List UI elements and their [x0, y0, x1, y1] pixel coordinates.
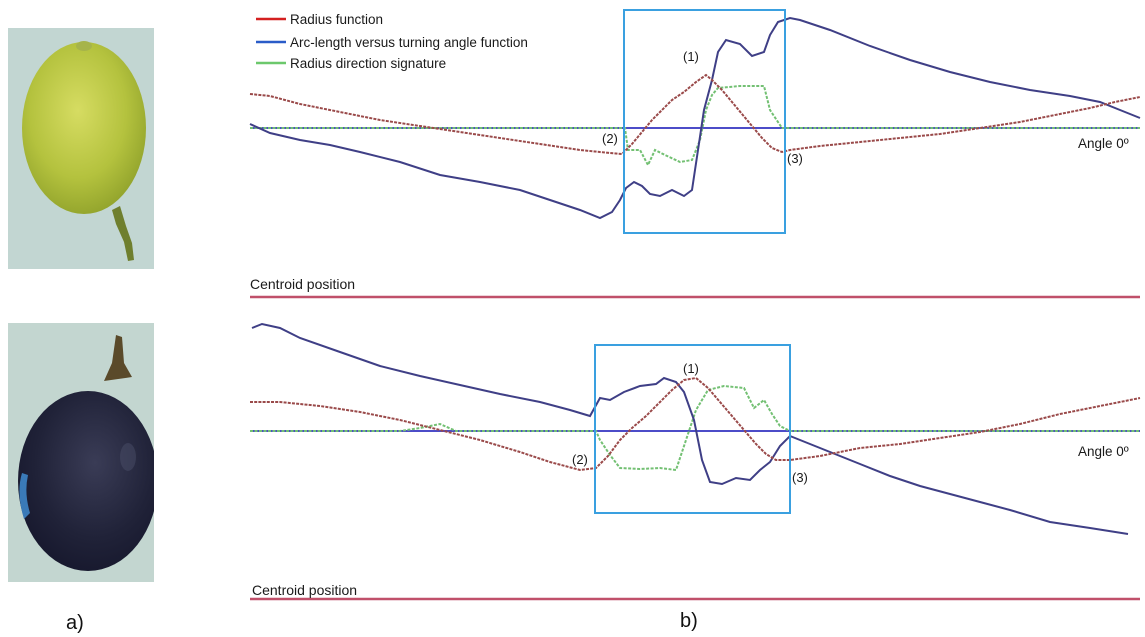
top-highlight-box [623, 9, 786, 234]
top-centroid-label: Centroid position [250, 276, 355, 292]
legend-arclength-label: Arc-length versus turning angle function [290, 35, 528, 50]
legend-direction-label: Radius direction signature [290, 56, 446, 71]
bottom-centroid-label: Centroid position [252, 582, 357, 598]
panel-b-label: b) [680, 610, 698, 632]
bottom-arclength-curve [251, 322, 1129, 535]
green-grape-photo [8, 28, 154, 269]
top-arclength-curve [249, 16, 1141, 220]
legend: Radius function Arc-length versus turnin… [256, 12, 528, 71]
legend-radius-label: Radius function [290, 12, 383, 27]
bottom-marker-3: (3) [792, 470, 808, 485]
top-marker-3: (3) [787, 151, 803, 166]
top-angle-label: Angle 0º [1078, 136, 1129, 151]
bottom-radius-curve [250, 376, 1141, 472]
black-grape-photo [8, 323, 154, 582]
panel-a-label: a) [66, 612, 84, 634]
top-marker-1: (1) [683, 49, 699, 64]
bottom-marker-2: (2) [572, 452, 588, 467]
bottom-highlight-box [594, 344, 791, 514]
top-plot: Centroid position Angle 0º (1) (2) (3) [249, 9, 1141, 299]
bottom-marker-1: (1) [683, 361, 699, 376]
bottom-angle-label: Angle 0º [1078, 444, 1129, 459]
top-direction-signature-curve [250, 85, 1140, 168]
top-radius-curve [249, 73, 1141, 156]
top-marker-2: (2) [602, 131, 618, 146]
bottom-direction-signature-curve [250, 384, 1140, 472]
bottom-plot: Centroid position Angle 0º (1) (2) (3) [250, 322, 1141, 601]
